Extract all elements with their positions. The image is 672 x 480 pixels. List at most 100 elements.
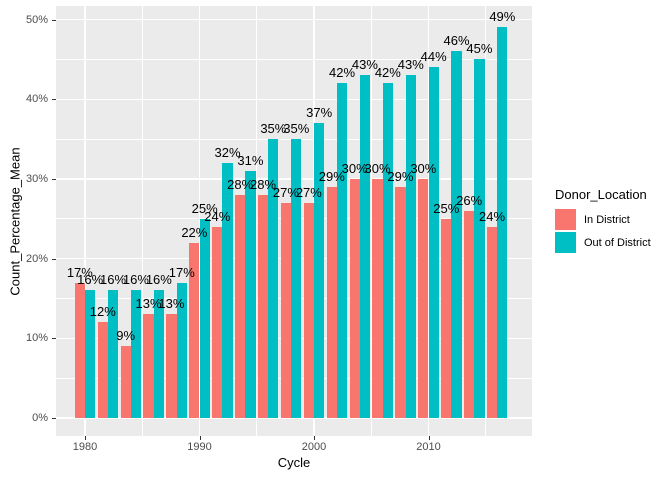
bar-out-of-district-2008 xyxy=(405,75,416,418)
bar-out-of-district-1994 xyxy=(245,170,256,418)
y-tick-mark xyxy=(52,338,56,340)
bar-label-in-district-1998: 27% xyxy=(272,184,299,200)
bar-out-of-district-1984 xyxy=(130,290,142,418)
plot-panel: 17% 16% 12% 16% 9% 16% 13% 16% 13% 17% 22% 25% 24% 32… xyxy=(56,6,532,436)
bar-in-district-1982 xyxy=(97,322,108,418)
bar-label-out-of-district-1986: 16% xyxy=(145,272,172,288)
bar-out-of-district-1982 xyxy=(107,290,119,418)
y-tick-label: 0% xyxy=(32,412,48,424)
bar-out-of-district-2016 xyxy=(497,27,508,418)
x-tick-mark xyxy=(428,436,430,440)
y-tick-label: 20% xyxy=(25,252,48,265)
bar-label-in-district-1996: 28% xyxy=(250,176,277,192)
bar-label-out-of-district-1988: 17% xyxy=(168,264,195,280)
bar-out-of-district-1988 xyxy=(176,282,187,418)
legend-item-in-district: In District xyxy=(555,209,651,230)
bar-out-of-district-2014 xyxy=(474,59,485,418)
bar-out-of-district-2010 xyxy=(428,67,439,418)
bar-label-out-of-district-2002: 42% xyxy=(329,65,356,81)
bar-out-of-district-1996 xyxy=(268,139,279,418)
bar-in-district-2006 xyxy=(372,178,383,418)
bar-in-district-1994 xyxy=(235,194,246,418)
bar-in-district-2012 xyxy=(441,218,452,418)
x-tick-mark xyxy=(314,436,315,440)
bar-in-district-1988 xyxy=(166,314,177,418)
y-tick-mark xyxy=(52,19,56,21)
bar-in-district-2002 xyxy=(326,186,337,418)
x-axis-title: Cycle xyxy=(277,455,311,470)
legend-label-in-district: In District xyxy=(584,213,630,226)
y-tick-label: 10% xyxy=(25,332,48,345)
x-tick-label: 2010 xyxy=(416,441,441,453)
bar-in-district-1980 xyxy=(74,282,85,418)
bar-in-district-2010 xyxy=(418,178,429,418)
bar-label-in-district-1984: 9% xyxy=(116,328,136,344)
minor-gridline-h xyxy=(56,138,532,140)
bar-label-out-of-district-1998: 35% xyxy=(283,121,310,137)
bar-out-of-district-1986 xyxy=(153,290,164,418)
bar-label-out-of-district-1996: 35% xyxy=(260,121,287,137)
y-tick-label: 30% xyxy=(25,172,48,185)
bar-label-in-district-1990: 22% xyxy=(181,224,208,240)
legend-swatch-in-district xyxy=(555,209,576,230)
bar-label-in-district-1982: 12% xyxy=(89,304,116,320)
bar-label-out-of-district-1990: 25% xyxy=(191,200,218,216)
bar-label-in-district-1988: 13% xyxy=(158,296,185,312)
minor-gridline-v xyxy=(370,6,372,436)
bar-out-of-district-2000 xyxy=(314,123,325,418)
major-gridline-v xyxy=(313,6,315,436)
x-tick-label: 2000 xyxy=(301,441,327,453)
bar-label-in-district-1980: 17% xyxy=(66,264,93,280)
bar-out-of-district-1998 xyxy=(291,139,302,418)
x-tick-mark xyxy=(85,436,86,440)
bar-label-out-of-district-2014: 45% xyxy=(466,41,493,57)
bar-label-in-district-2000: 27% xyxy=(295,184,322,200)
bar-label-out-of-district-2000: 37% xyxy=(306,105,333,121)
bar-label-in-district-2014: 26% xyxy=(456,192,483,208)
legend-label-out-of-district: Out of District xyxy=(584,236,651,249)
bar-in-district-1998 xyxy=(280,202,292,418)
bar-out-of-district-2002 xyxy=(336,83,348,418)
bar-label-in-district-2004: 30% xyxy=(341,160,368,176)
bar-in-district-2016 xyxy=(486,226,498,418)
y-tick-mark xyxy=(52,99,56,101)
bar-label-in-district-1986: 13% xyxy=(135,296,162,312)
bar-label-in-district-1994: 28% xyxy=(227,176,254,192)
bar-out-of-district-2006 xyxy=(382,83,393,418)
bar-label-out-of-district-1982: 16% xyxy=(100,272,127,288)
bar-out-of-district-1992 xyxy=(222,162,233,418)
minor-gridline-v xyxy=(256,6,258,436)
bar-label-out-of-district-1984: 16% xyxy=(122,272,149,288)
bar-label-in-district-2006: 30% xyxy=(364,160,391,176)
minor-gridline-v xyxy=(485,6,487,436)
bar-label-out-of-district-2010: 44% xyxy=(420,49,447,65)
bar-label-out-of-district-2016: 49% xyxy=(489,9,516,25)
major-gridline-h xyxy=(56,98,532,100)
bar-label-in-district-2012: 25% xyxy=(433,200,460,216)
bar-label-in-district-2016: 24% xyxy=(479,208,506,224)
bar-label-in-district-2010: 30% xyxy=(410,160,437,176)
bar-out-of-district-2004 xyxy=(359,75,371,418)
bar-out-of-district-1980 xyxy=(85,290,96,418)
minor-gridline-h xyxy=(56,59,532,60)
legend-swatch-out-of-district xyxy=(555,232,576,253)
bar-label-out-of-district-2006: 42% xyxy=(374,65,401,81)
major-gridline-h xyxy=(56,18,532,21)
bar-in-district-2008 xyxy=(395,186,406,418)
bar-in-district-2000 xyxy=(303,202,314,418)
y-tick-mark xyxy=(52,418,56,419)
x-tick-label: 1990 xyxy=(187,441,212,453)
bar-label-in-district-2002: 29% xyxy=(318,168,345,184)
bar-label-out-of-district-2012: 46% xyxy=(443,33,470,49)
bar-in-district-1986 xyxy=(143,314,154,418)
legend: Donor_Location In District Out of Distri… xyxy=(555,187,651,255)
x-tick-label: 1980 xyxy=(72,441,98,453)
y-tick-mark xyxy=(52,258,56,260)
bar-label-out-of-district-1994: 31% xyxy=(237,152,264,168)
legend-item-out-of-district: Out of District xyxy=(555,232,651,253)
bar-label-out-of-district-1980: 16% xyxy=(77,272,104,288)
bar-in-district-1984 xyxy=(120,346,131,418)
bar-in-district-2004 xyxy=(349,178,360,418)
bar-out-of-district-1990 xyxy=(199,218,210,418)
